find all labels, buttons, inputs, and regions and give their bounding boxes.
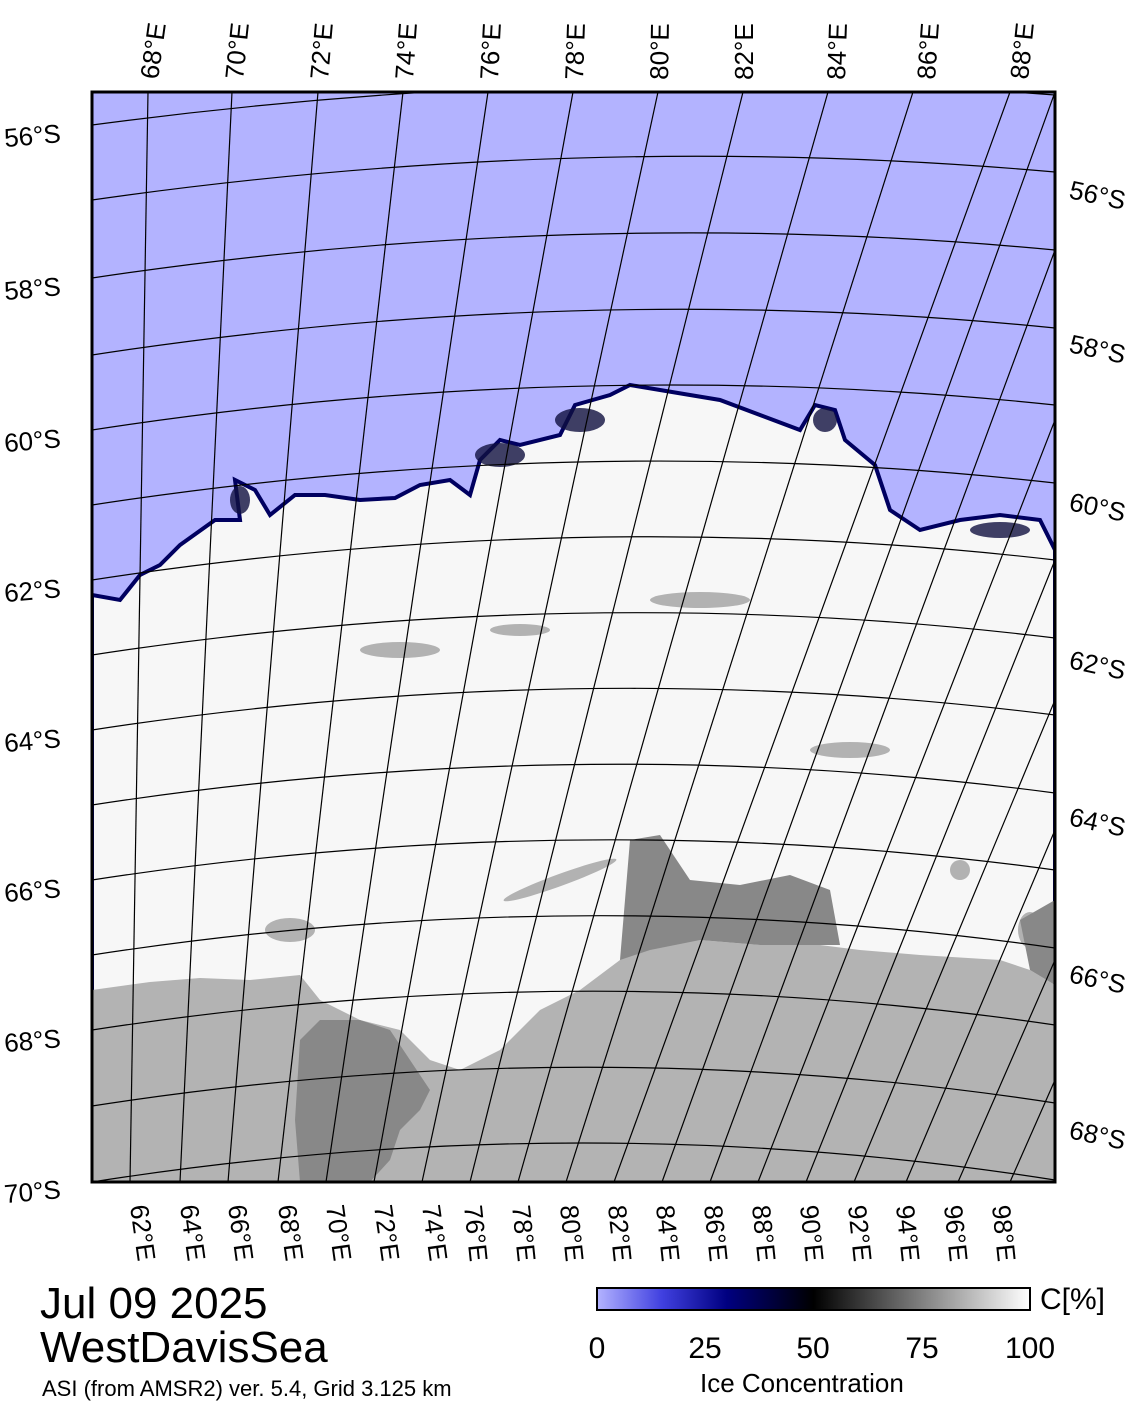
lon-label: 80°E xyxy=(554,1203,590,1262)
lat-label: 60°S xyxy=(1067,487,1129,528)
lon-label: 70°E xyxy=(219,21,255,80)
colorbar-tick: 75 xyxy=(905,1332,938,1365)
right-latitude-labels: 56°S 58°S 60°S 62°S 64°S 66°S 68°S xyxy=(1067,175,1129,1156)
lat-label: 66°S xyxy=(3,873,62,908)
lat-label: 60°S xyxy=(3,423,62,458)
lat-label: 64°S xyxy=(3,723,62,758)
lon-label: 68°E xyxy=(272,1203,310,1263)
lon-label: 86°E xyxy=(911,22,945,81)
lat-label: 62°S xyxy=(1067,645,1129,686)
bottom-longitude-labels: 62°E 64°E 66°E 68°E 70°E 72°E 74°E 76°E … xyxy=(124,1203,1022,1263)
lat-label: 62°S xyxy=(3,573,62,608)
lon-label: 76°E xyxy=(474,22,507,80)
lon-label: 68°E xyxy=(134,21,172,81)
lat-label: 66°S xyxy=(1067,959,1129,1000)
lat-label: 64°S xyxy=(1067,802,1129,843)
lon-label: 88°E xyxy=(746,1203,782,1262)
lon-label: 72°E xyxy=(304,21,339,80)
colorbar: 0 25 50 75 100 xyxy=(589,1287,1055,1365)
lon-label: 96°E xyxy=(938,1203,974,1262)
lon-label: 88°E xyxy=(1004,21,1040,80)
lon-label: 84°E xyxy=(650,1203,686,1262)
colorbar-tick: 0 xyxy=(589,1332,606,1365)
lon-label: 86°E xyxy=(698,1203,734,1262)
lon-label: 82°E xyxy=(602,1203,638,1262)
ice-shelf-dark-east xyxy=(620,835,840,960)
colorbar-tick: 50 xyxy=(796,1332,829,1365)
lat-label: 58°S xyxy=(3,271,62,306)
lon-label: 76°E xyxy=(458,1203,494,1262)
date-title: Jul 09 2025 xyxy=(40,1279,268,1328)
lon-label: 78°E xyxy=(559,23,591,81)
lon-label: 84°E xyxy=(821,23,853,81)
lon-label: 90°E xyxy=(794,1203,830,1262)
lat-label: 56°S xyxy=(3,118,62,153)
lon-label: 82°E xyxy=(729,23,759,80)
region-title: WestDavisSea xyxy=(40,1323,328,1372)
lat-label: 70°S xyxy=(3,1174,62,1209)
lon-label: 70°E xyxy=(320,1203,358,1263)
lat-label: 68°S xyxy=(3,1023,62,1058)
lon-label: 62°E xyxy=(124,1203,162,1263)
lon-label: 74°E xyxy=(389,22,423,81)
lon-label: 92°E xyxy=(842,1203,878,1262)
top-longitude-labels: 68°E 70°E 72°E 74°E 76°E 78°E 80°E 82°E … xyxy=(134,21,1040,81)
colorbar-tick: 100 xyxy=(1005,1332,1055,1365)
colorbar-unit: C[%] xyxy=(1040,1283,1106,1316)
lat-label: 68°S xyxy=(1067,1115,1129,1156)
sea-ice-map: 68°E 70°E 72°E 74°E 76°E 78°E 80°E 82°E … xyxy=(3,21,1129,1263)
lon-label: 98°E xyxy=(986,1203,1022,1262)
lat-label: 56°S xyxy=(1067,175,1129,216)
meridians xyxy=(129,92,1055,1182)
lon-label: 80°E xyxy=(644,23,675,80)
colorbar-gradient xyxy=(596,1287,1031,1311)
lon-label: 94°E xyxy=(890,1203,926,1262)
colorbar-label: Ice Concentration xyxy=(700,1368,904,1398)
colorbar-tick: 25 xyxy=(688,1332,721,1365)
graticule xyxy=(92,92,1055,1182)
lon-label: 72°E xyxy=(368,1203,406,1263)
lat-label: 58°S xyxy=(1067,329,1129,370)
lon-label: 78°E xyxy=(506,1203,542,1262)
lon-label: 66°E xyxy=(222,1203,260,1263)
map-border xyxy=(90,90,1057,1184)
left-latitude-labels: 56°S 58°S 60°S 62°S 64°S 66°S 68°S 70°S xyxy=(3,118,62,1209)
lon-label: 64°E xyxy=(174,1203,212,1263)
source-note: ASI (from AMSR2) ver. 5.4, Grid 3.125 km xyxy=(42,1376,452,1401)
lon-label: 74°E xyxy=(416,1203,454,1263)
